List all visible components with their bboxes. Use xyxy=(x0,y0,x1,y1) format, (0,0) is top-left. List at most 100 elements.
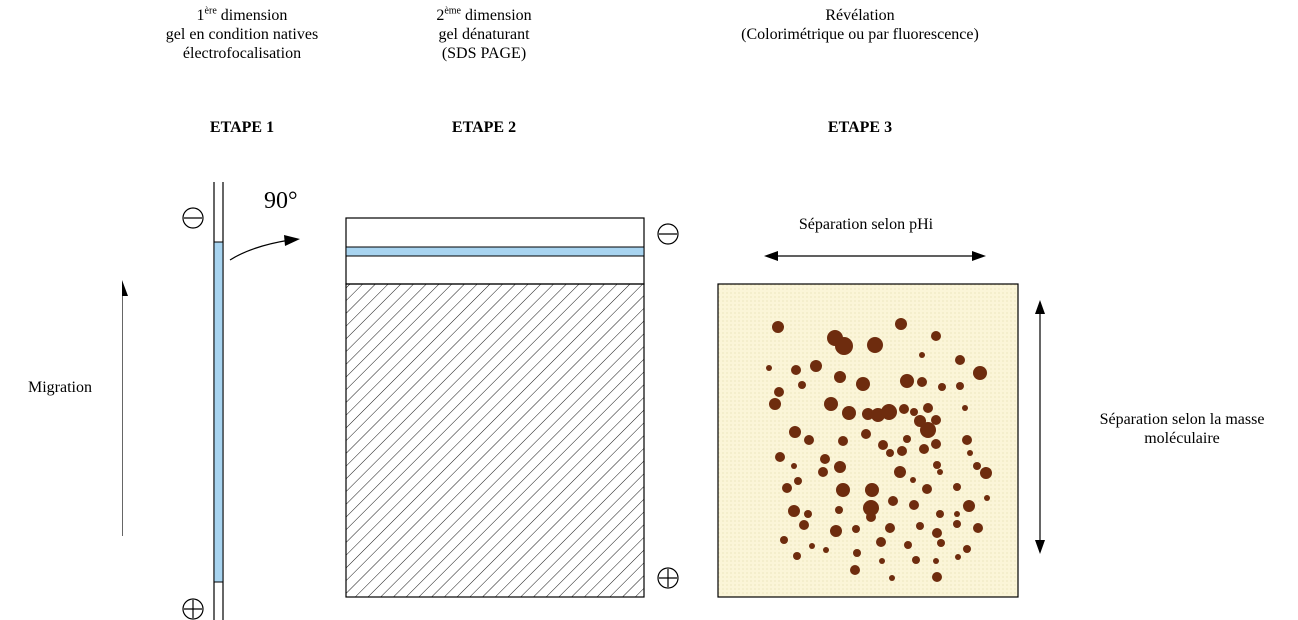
protein-spot xyxy=(885,523,895,533)
protein-spot xyxy=(922,484,932,494)
protein-spot xyxy=(863,500,879,516)
etape-1-label: ETAPE 1 xyxy=(209,119,275,136)
protein-spot xyxy=(865,483,879,497)
separation-mass-line1: Séparation selon la masse xyxy=(1099,411,1265,428)
protein-spot xyxy=(881,404,897,420)
sds-gel xyxy=(345,217,645,598)
step3-title: Révélation (Colorimétrique ou par fluore… xyxy=(690,6,1030,44)
protein-spot xyxy=(936,510,944,518)
protein-spot xyxy=(886,449,894,457)
protein-spot xyxy=(867,337,883,353)
protein-spot xyxy=(838,436,848,446)
protein-spot xyxy=(897,446,907,456)
step1-title: 1ère dimension gel en condition natives … xyxy=(142,6,342,63)
protein-spot xyxy=(917,377,927,387)
protein-spot xyxy=(861,429,871,439)
protein-spot xyxy=(782,483,792,493)
protein-spot xyxy=(919,352,925,358)
protein-spot xyxy=(830,525,842,537)
protein-spot xyxy=(909,500,919,510)
protein-spot xyxy=(852,525,860,533)
protein-spot xyxy=(953,483,961,491)
result-gel xyxy=(717,283,1019,598)
protein-spot xyxy=(842,406,856,420)
strip-positive-electrode-icon xyxy=(182,598,204,620)
step2-title: 2ème dimension gel dénaturant (SDS PAGE) xyxy=(394,6,574,63)
protein-spot xyxy=(835,506,843,514)
protein-spot xyxy=(931,415,941,425)
protein-spot xyxy=(920,422,936,438)
protein-spot xyxy=(955,355,965,365)
protein-spot xyxy=(879,558,885,564)
protein-spot xyxy=(973,366,987,380)
separation-mass-line2: moléculaire xyxy=(1144,430,1220,447)
step2-line3: (SDS PAGE) xyxy=(441,45,527,62)
protein-spot xyxy=(862,408,874,420)
protein-spot xyxy=(866,512,876,522)
protein-spot xyxy=(794,477,802,485)
protein-spot xyxy=(962,405,968,411)
step1-line3: électrofocalisation xyxy=(182,45,302,62)
protein-spot xyxy=(804,435,814,445)
rotation-label: 90° xyxy=(264,188,298,214)
protein-spot xyxy=(856,377,870,391)
protein-spot xyxy=(933,461,941,469)
step3-line2: (Colorimétrique ou par fluorescence) xyxy=(741,26,979,43)
etape-3-label: ETAPE 3 xyxy=(827,119,893,136)
gel-negative-electrode-icon xyxy=(657,223,679,245)
step1-line2: gel en condition natives xyxy=(165,26,319,43)
protein-spot xyxy=(836,483,850,497)
protein-spot xyxy=(931,331,941,341)
protein-spot xyxy=(955,554,961,560)
step1-line1: 1ère dimension xyxy=(196,5,288,24)
protein-spot xyxy=(953,520,961,528)
protein-spot xyxy=(931,439,941,449)
protein-spot xyxy=(775,452,785,462)
protein-spot xyxy=(962,435,972,445)
protein-spot xyxy=(810,360,822,372)
protein-spot xyxy=(793,552,801,560)
gel-positive-electrode-icon xyxy=(657,567,679,589)
protein-spot xyxy=(791,463,797,469)
step2-line1: 2ème dimension xyxy=(436,5,532,24)
protein-spot xyxy=(789,426,801,438)
separation-phi-label: Séparation selon pHi xyxy=(799,216,934,233)
protein-spots xyxy=(766,318,992,582)
separation-mass-label: Séparation selon la masse moléculaire xyxy=(1066,410,1298,448)
protein-spot xyxy=(878,440,888,450)
protein-spot xyxy=(937,469,943,475)
protein-spot xyxy=(919,444,929,454)
protein-spot xyxy=(903,435,911,443)
protein-spot xyxy=(973,523,983,533)
protein-spot xyxy=(834,371,846,383)
protein-spot xyxy=(904,541,912,549)
protein-spot xyxy=(916,522,924,530)
protein-spot xyxy=(910,477,916,483)
protein-spot xyxy=(963,500,975,512)
protein-spot xyxy=(823,547,829,553)
protein-spot xyxy=(824,397,838,411)
protein-spot xyxy=(938,383,946,391)
protein-spot xyxy=(894,466,906,478)
protein-spot xyxy=(850,565,860,575)
protein-spot xyxy=(791,365,801,375)
protein-spot xyxy=(769,398,781,410)
step3-line1: Révélation xyxy=(825,7,895,24)
step2-line2: gel dénaturant xyxy=(438,26,530,43)
migration-arrow xyxy=(122,280,128,536)
protein-spot xyxy=(933,558,939,564)
protein-spot xyxy=(954,511,960,517)
protein-spot xyxy=(818,467,828,477)
strip-negative-electrode-icon xyxy=(182,207,204,229)
protein-spot xyxy=(889,575,895,581)
protein-spot xyxy=(876,537,886,547)
diagram-canvas: 90° Séparation selon pHi xyxy=(122,182,1045,620)
protein-spot xyxy=(963,545,971,553)
protein-spot xyxy=(899,404,909,414)
protein-spot xyxy=(809,543,815,549)
protein-spot xyxy=(984,495,990,501)
protein-spot xyxy=(804,510,812,518)
protein-spot xyxy=(923,403,933,413)
ief-strip xyxy=(213,182,224,620)
protein-spot xyxy=(910,408,918,416)
